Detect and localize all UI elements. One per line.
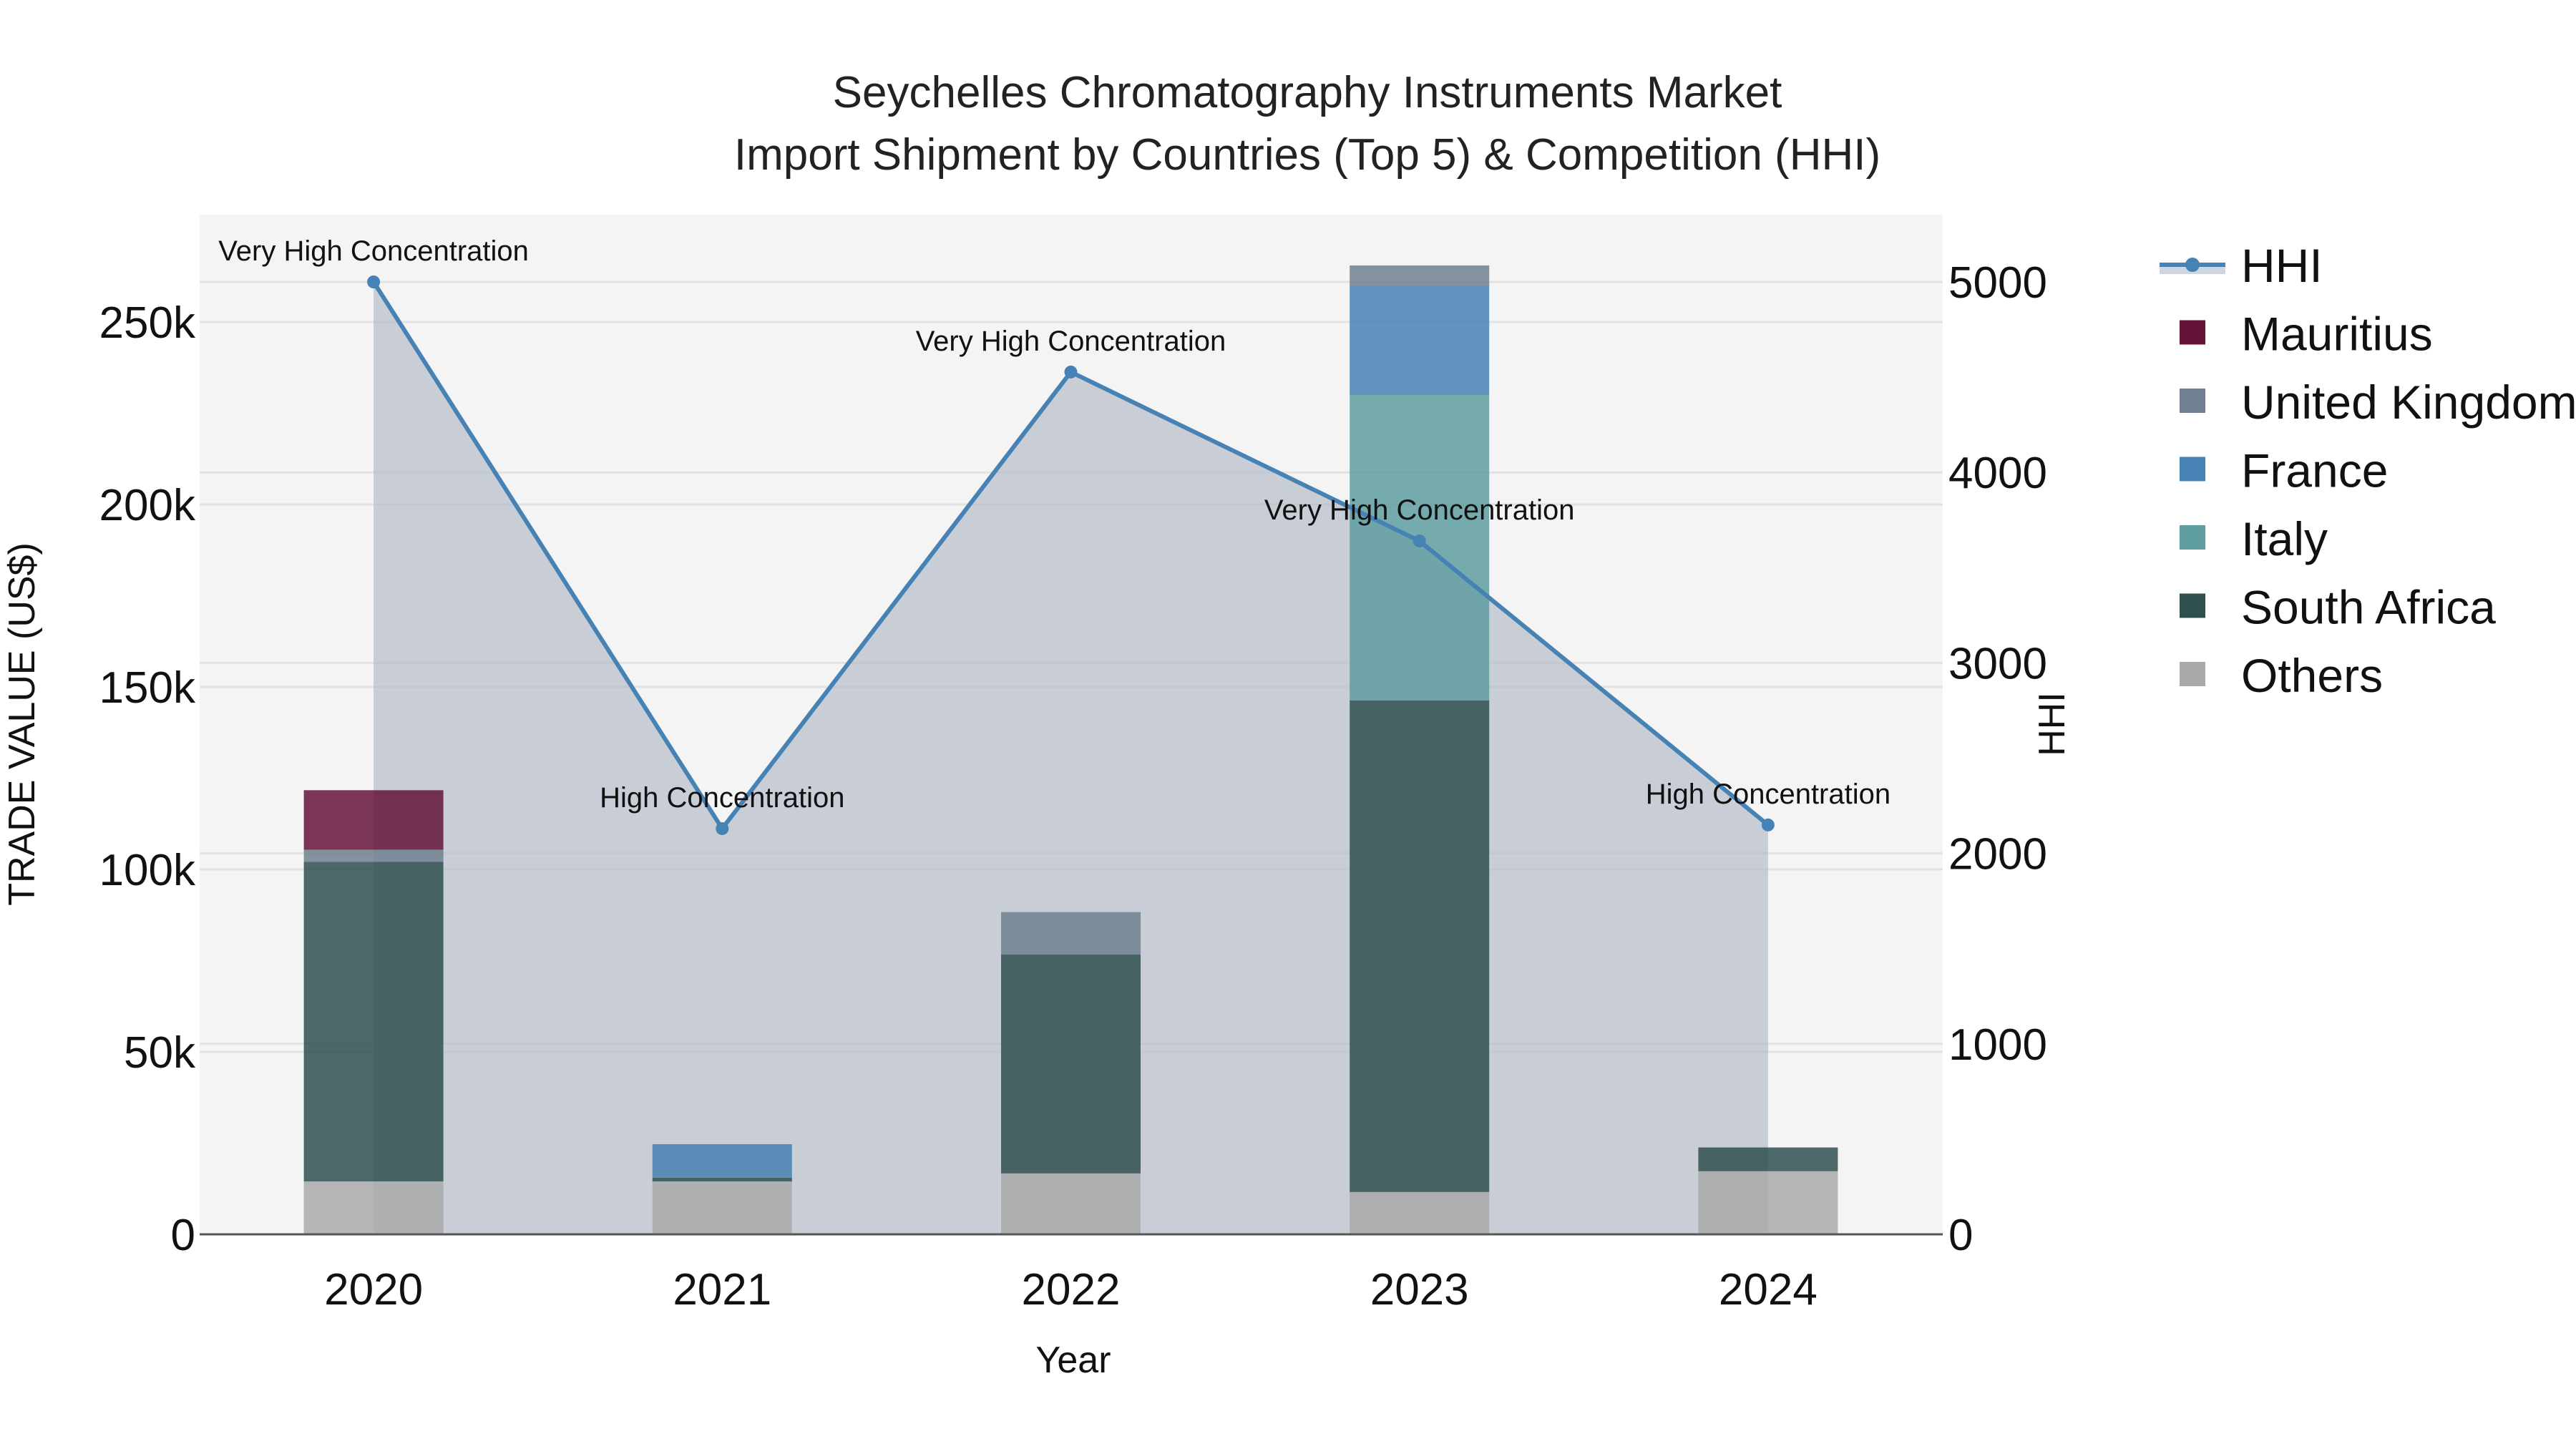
bar-segment-others[interactable] <box>1350 1191 1490 1234</box>
y-tick-label: 200k <box>99 481 196 530</box>
y-tick-label: 0 <box>171 1211 195 1260</box>
bar-segment-south-africa[interactable] <box>1350 700 1490 1192</box>
y-tick-label: 150k <box>99 663 196 713</box>
y2-tick-label: 4000 <box>1948 449 2047 498</box>
legend-label: Mauritius <box>2241 308 2433 361</box>
bar-segment-united-kingdom[interactable] <box>1350 265 1490 286</box>
hhi-annotations: Very High Concentration High Concentratio… <box>218 235 1890 814</box>
y2-tick-label: 0 <box>1948 1211 1973 1260</box>
legend-label: Italy <box>2241 512 2328 565</box>
y-tick-label: 250k <box>99 298 196 348</box>
bar-segment-south-africa[interactable] <box>1001 954 1141 1174</box>
legend-item-france[interactable]: France <box>2180 444 2388 497</box>
legend-swatch <box>2180 320 2205 345</box>
legend-label: South Africa <box>2241 581 2496 634</box>
bar-segment-mauritius[interactable] <box>303 790 444 850</box>
bar-segment-south-africa[interactable] <box>303 862 444 1182</box>
hhi-annotation: Very High Concentration <box>218 235 529 267</box>
legend: HHI Mauritius United Kingdom France Italy Sou… <box>2160 239 2576 702</box>
legend-label: United Kingdom <box>2241 376 2576 429</box>
y2-tick-label: 3000 <box>1948 639 2047 688</box>
x-tick-label: 2023 <box>1370 1265 1469 1314</box>
legend-item-italy[interactable]: Italy <box>2180 512 2328 565</box>
bar-segment-south-africa[interactable] <box>1698 1147 1838 1171</box>
y-axis-title: TRADE VALUE (US$) <box>1 542 43 906</box>
legend-label: HHI <box>2241 239 2323 292</box>
legend-item-hhi[interactable]: HHI <box>2160 239 2323 292</box>
legend-swatch <box>2180 662 2205 686</box>
hhi-marker[interactable] <box>367 275 381 288</box>
hhi-annotation: Very High Concentration <box>1264 494 1575 526</box>
legend-label: France <box>2241 444 2388 497</box>
bar-segment-united-kingdom[interactable] <box>1001 912 1141 955</box>
x-axis-title: Year <box>1035 1340 1111 1381</box>
legend-swatch <box>2180 457 2205 482</box>
y2-tick-label: 2000 <box>1948 830 2047 879</box>
hhi-line <box>367 275 1775 835</box>
y2-tick-label: 1000 <box>1948 1020 2047 1070</box>
bar-segment-south-africa[interactable] <box>652 1177 792 1182</box>
hhi-marker[interactable] <box>1413 535 1426 548</box>
legend-item-others[interactable]: Others <box>2180 649 2383 702</box>
bar-segment-france[interactable] <box>1350 286 1490 395</box>
x-tick-label: 2021 <box>673 1265 771 1314</box>
hhi-marker[interactable] <box>716 821 729 835</box>
bar-segment-others[interactable] <box>1698 1171 1838 1234</box>
legend-swatch <box>2180 593 2205 618</box>
x-tick-label: 2024 <box>1719 1265 1818 1314</box>
legend-item-united-kingdom[interactable]: United Kingdom <box>2180 376 2576 429</box>
y2-axis-title: HHI <box>2031 692 2073 756</box>
x-tick-label: 2022 <box>1022 1265 1121 1314</box>
legend-item-south-africa[interactable]: South Africa <box>2180 581 2496 634</box>
chart-title: Seychelles Chromatography Instruments Ma… <box>833 68 1782 117</box>
chart-subtitle: Import Shipment by Countries (Top 5) & C… <box>734 130 1880 180</box>
bar-segment-united-kingdom[interactable] <box>303 849 444 862</box>
legend-label: Others <box>2241 649 2383 702</box>
bar-segment-others[interactable] <box>303 1181 444 1234</box>
hhi-annotation: High Concentration <box>1646 779 1890 810</box>
y2-tick-label: 5000 <box>1948 258 2047 308</box>
hhi-annotation: Very High Concentration <box>916 326 1226 357</box>
y-tick-label: 50k <box>124 1028 196 1078</box>
y-axis-ticks: 0 50k 100k 150k 200k 250k <box>99 298 196 1260</box>
bar-segment-others[interactable] <box>1001 1173 1141 1234</box>
hhi-marker[interactable] <box>1064 365 1078 379</box>
y2-axis-ticks: 0 1000 2000 3000 4000 5000 <box>1948 258 2047 1260</box>
bar-segment-others[interactable] <box>652 1181 792 1234</box>
hhi-annotation: High Concentration <box>600 782 844 814</box>
stacked-bars <box>303 265 1838 1234</box>
hhi-legend-marker <box>2185 258 2200 272</box>
legend-swatch <box>2180 525 2205 550</box>
x-axis-ticks: 2020 2021 2022 2023 2024 <box>324 1265 1818 1314</box>
hhi-marker[interactable] <box>1761 818 1775 831</box>
bar-segment-italy[interactable] <box>1350 395 1490 701</box>
legend-item-mauritius[interactable]: Mauritius <box>2180 308 2433 361</box>
legend-swatch <box>2180 389 2205 413</box>
x-tick-label: 2020 <box>324 1265 423 1314</box>
y-tick-label: 100k <box>99 846 196 895</box>
bar-segment-france[interactable] <box>652 1144 792 1178</box>
